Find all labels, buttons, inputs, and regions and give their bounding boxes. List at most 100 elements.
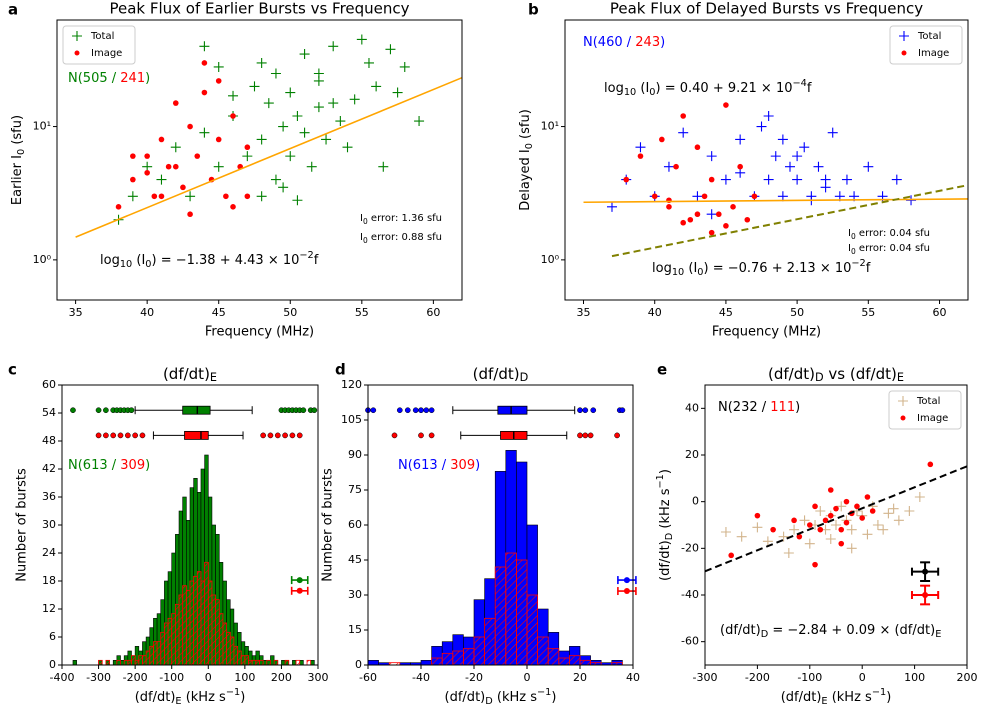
point — [285, 87, 296, 98]
text-part: E — [821, 696, 827, 707]
y-axis-label: Number of bursts — [321, 468, 336, 582]
x-tick-label: 50 — [790, 306, 804, 319]
point — [199, 127, 210, 138]
point — [242, 151, 253, 162]
point — [715, 211, 722, 218]
text-part: error: 0.88 sfu — [368, 232, 442, 243]
text-part: −2 — [299, 250, 313, 261]
fit-line — [75, 76, 463, 238]
y-tick-label: 10⁰ — [33, 253, 52, 266]
point — [187, 123, 193, 130]
flier — [132, 432, 138, 439]
histogram-bar — [185, 589, 191, 666]
point — [846, 543, 857, 554]
point — [637, 153, 644, 159]
point — [223, 193, 229, 200]
flier — [412, 407, 419, 414]
x-tick-label: 40 — [648, 306, 662, 319]
point — [878, 524, 889, 535]
histogram-bar — [484, 617, 496, 666]
box — [497, 405, 528, 415]
histogram-bar — [182, 585, 187, 666]
flier — [582, 407, 589, 414]
flier — [582, 432, 589, 439]
point — [680, 219, 686, 226]
text-part: (df/dt) — [781, 690, 822, 705]
point — [754, 512, 761, 519]
text-part: 613 — [413, 458, 438, 473]
point — [737, 163, 743, 170]
histogram-bar — [537, 636, 549, 666]
fit-label: log10 (I0) = −0.76 + 2.13 × 10−2f — [652, 258, 871, 278]
point — [228, 90, 239, 101]
text-part: 0 — [363, 236, 368, 245]
legend-marker — [898, 396, 908, 406]
point — [201, 89, 208, 96]
histogram-bar — [123, 659, 129, 666]
text-part: (I — [132, 253, 145, 268]
legend-marker — [901, 50, 907, 56]
point — [859, 515, 865, 521]
flier — [590, 407, 597, 414]
flier — [423, 407, 430, 414]
point — [187, 211, 193, 218]
error-point — [296, 587, 303, 594]
flier — [404, 407, 411, 414]
text-part: (I — [684, 261, 697, 276]
y-tick-label: 10¹ — [541, 120, 559, 133]
point — [706, 151, 717, 162]
text-part: (kHz s — [182, 690, 226, 705]
panel-letter: b — [528, 1, 539, 19]
y-tick-label: -20 — [681, 541, 699, 554]
text-part: 243 — [635, 35, 660, 50]
flier — [296, 432, 303, 439]
x-tick-label: 35 — [69, 306, 83, 319]
chart-title: Peak Flux of Earlier Bursts vs Frequency — [109, 0, 409, 18]
text-part: 309 — [450, 458, 475, 473]
point — [735, 134, 746, 145]
point — [751, 193, 758, 200]
point — [399, 61, 410, 72]
point — [328, 41, 339, 52]
histogram-bar — [145, 650, 151, 666]
y-tick-label: 20 — [685, 448, 699, 461]
point — [799, 515, 810, 526]
point — [708, 176, 715, 183]
point — [144, 169, 150, 176]
plot-frame — [367, 384, 634, 666]
histogram-bar — [196, 571, 202, 666]
text-part: D — [664, 533, 675, 541]
point — [256, 191, 267, 202]
error-note: I0 error: 1.36 sfu — [360, 213, 442, 226]
point — [680, 113, 686, 119]
point — [778, 531, 789, 542]
text-part: D — [485, 696, 493, 707]
point — [230, 113, 236, 119]
histogram-bar — [112, 660, 118, 666]
text-part: error: 1.36 sfu — [368, 213, 442, 224]
text-part: 505 — [83, 71, 108, 86]
text-part: E — [935, 629, 941, 640]
histogram-bar — [452, 650, 464, 666]
point — [663, 161, 674, 172]
point — [230, 204, 236, 210]
x-tick-label: -100 — [797, 671, 822, 684]
text-part: −1 — [226, 687, 240, 698]
text-part: (df/dt) — [135, 690, 176, 705]
point — [127, 191, 138, 202]
point — [807, 522, 813, 528]
text-part: 10 — [624, 87, 636, 98]
y-axis-label: (df/dt)D (kHz s−1) — [655, 469, 675, 581]
text-part: N( — [583, 35, 598, 50]
histogram-bar — [189, 580, 195, 666]
y-tick-label: 0 — [355, 658, 362, 671]
point — [843, 498, 850, 505]
point — [833, 505, 839, 512]
point — [914, 492, 925, 502]
y-tick-label: 54 — [42, 406, 56, 419]
text-part: 309 — [120, 458, 145, 473]
flier — [128, 407, 135, 414]
box — [184, 430, 209, 440]
plot-frame — [56, 19, 463, 301]
point — [678, 127, 689, 138]
